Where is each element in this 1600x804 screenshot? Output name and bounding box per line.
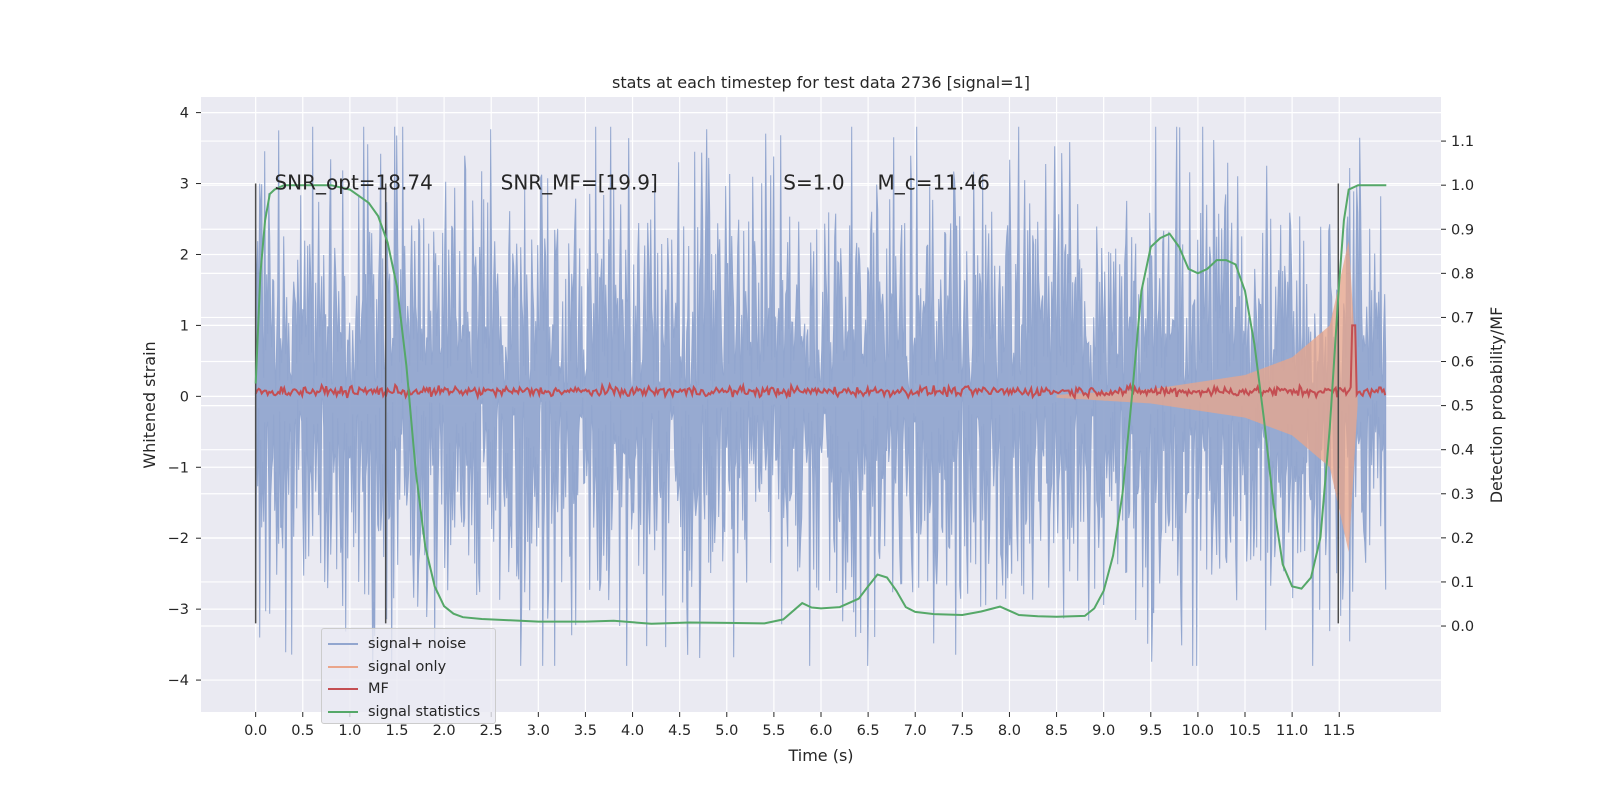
signal-noise-series (255, 126, 1387, 666)
legend-item-mf: MF (328, 678, 489, 701)
legend-item-signal-noise: signal+ noise (328, 633, 489, 656)
y-tick-label-right: 0.7 (1451, 310, 1474, 326)
x-tick-label: 7.0 (904, 723, 927, 739)
y-tick-label-right: 0.6 (1451, 355, 1474, 371)
legend-item-signal-only: signal only (328, 656, 489, 679)
vertical-markers (254, 183, 1340, 624)
x-axis-label: Time (s) (787, 746, 853, 765)
x-tick-label: 11.5 (1323, 723, 1355, 739)
legend-swatch-signal-only (328, 665, 358, 668)
annotation-text: SNR_MF=[19.9] (501, 171, 658, 195)
legend-swatch-mf (328, 688, 358, 691)
x-tick-label: 9.5 (1139, 723, 1162, 739)
annotation-text: M_c=11.46 (878, 171, 990, 195)
chart-title: stats at each timestep for test data 273… (612, 73, 1030, 92)
y-tick-label-right: 1.1 (1451, 134, 1474, 150)
x-tick-label: 1.5 (385, 723, 408, 739)
legend-item-signal-statistics: signal statistics (328, 701, 489, 724)
annotations: SNR_opt=18.74 SNR_MF=[19.9] S=1.0 M_c=11.46 (274, 171, 989, 195)
y-tick-label-left: 0 (180, 389, 189, 405)
annotation-text: S=1.0 (783, 171, 844, 195)
y-tick-label-left: 2 (180, 247, 189, 263)
y-tick-label-right: 0.8 (1451, 266, 1474, 282)
signal-noise-band (255, 126, 1387, 666)
signal-statistics-series (254, 184, 1387, 625)
legend: signal+ noise signal only MF signal stat… (321, 628, 496, 724)
y-tick-label-left: −2 (168, 531, 189, 547)
x-tick-label: 3.0 (527, 723, 550, 739)
y-tick-label-left: −4 (168, 673, 189, 689)
y-axis-label-right: Detection probability/MF (1487, 307, 1506, 504)
legend-label: signal+ noise (368, 636, 467, 653)
y-tick-label-right: 0.9 (1451, 222, 1474, 238)
x-tick-label: 9.0 (1092, 723, 1115, 739)
legend-label: signal only (368, 658, 447, 675)
x-tick-label: 10.0 (1182, 723, 1214, 739)
y-tick-label-right: 0.3 (1451, 487, 1474, 503)
y-tick-label-right: 0.5 (1451, 399, 1474, 415)
y-axis-label-left: Whitened strain (140, 341, 159, 468)
x-tick-label: 5.0 (715, 723, 738, 739)
tick-labels: 0.0 0.5 1.0 1.5 2.0 2.5 3.0 3.5 4.0 4.5 5.0 5.5 6.0 6… (168, 106, 1474, 739)
x-tick-label: 5.5 (762, 723, 785, 739)
x-tick-label: 2.5 (480, 723, 503, 739)
y-tick-label-left: 3 (180, 177, 189, 193)
legend-swatch-signal-noise (328, 643, 358, 646)
x-tick-label: 6.5 (857, 723, 880, 739)
x-tick-label: 1.0 (338, 723, 361, 739)
x-tick-label: 2.0 (433, 723, 456, 739)
x-tick-label: 7.5 (951, 723, 974, 739)
mf-series (254, 324, 1387, 401)
legend-label: signal statistics (368, 703, 481, 720)
x-tick-label: 10.5 (1229, 723, 1261, 739)
legend-label: MF (368, 681, 389, 698)
signal-statistics-line (254, 184, 1387, 625)
mf-line (254, 324, 1387, 401)
y-tick-label-right: 0.4 (1451, 443, 1474, 459)
x-tick-label: 0.5 (291, 723, 314, 739)
legend-swatch-signal-statistics (328, 710, 358, 713)
y-tick-label-right: 1.0 (1451, 178, 1474, 194)
x-tick-label: 3.5 (574, 723, 597, 739)
x-tick-label: 4.0 (621, 723, 644, 739)
annotation-text: SNR_opt=18.74 (274, 171, 432, 195)
x-tick-label: 4.5 (668, 723, 691, 739)
x-tick-label: 8.5 (1045, 723, 1068, 739)
y-tick-label-right: 0.0 (1451, 619, 1474, 635)
y-tick-label-right: 0.2 (1451, 531, 1474, 547)
y-tick-label-left: −1 (168, 460, 189, 476)
y-tick-label-right: 0.1 (1451, 575, 1474, 591)
x-tick-label: 11.0 (1276, 723, 1308, 739)
signal-only-envelope (1056, 240, 1358, 552)
x-tick-label: 6.0 (809, 723, 832, 739)
x-tick-label: 0.0 (244, 723, 267, 739)
y-tick-label-left: 1 (180, 318, 189, 334)
y-tick-label-left: −3 (168, 602, 189, 618)
x-tick-label: 8.0 (998, 723, 1021, 739)
signal-only-series (1056, 240, 1358, 552)
y-tick-label-left: 4 (180, 106, 189, 122)
